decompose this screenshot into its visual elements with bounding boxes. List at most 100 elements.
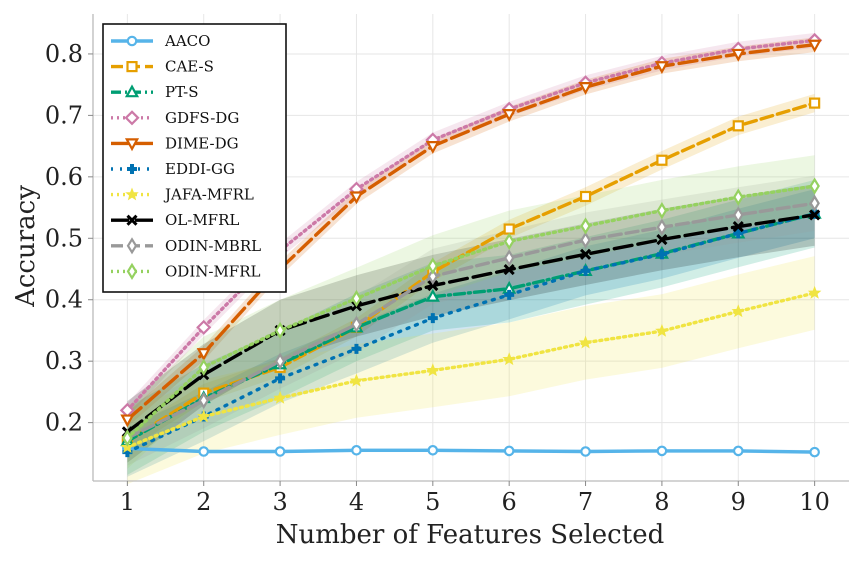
legend-label-odin-mfrl: ODIN-MFRL <box>165 262 261 280</box>
y-axis-label: Accuracy <box>11 185 41 308</box>
legend-item-eddi-gg: EDDI-GG <box>111 160 235 178</box>
point-eddi-gg-6 <box>504 289 515 300</box>
line-odin-mfrl <box>125 184 817 440</box>
band-pt-s <box>127 179 815 475</box>
line-eddi-gg <box>125 211 817 454</box>
legend-item-gdfs-dg: GDFS-DG <box>111 109 239 127</box>
point-dime-dg-10 <box>807 39 822 53</box>
point-jafa-mfrl-7 <box>578 335 593 349</box>
legend-item-odin-mfrl: ODIN-MFRL <box>111 262 261 280</box>
legend-item-cae-s: CAE-S <box>111 58 214 76</box>
point-pt-s-5 <box>425 288 440 302</box>
point-dime-dg-7 <box>578 82 593 95</box>
point-eddi-gg-9 <box>733 228 744 239</box>
y-tick-label-0.2: 0.2 <box>45 409 83 437</box>
point-dime-dg-8 <box>654 61 669 75</box>
legend-label-jafa-mfrl: JAFA-MFRL <box>163 186 254 204</box>
legend-marker-jafa-mfrl <box>125 187 139 201</box>
band-ol-mfrl <box>127 184 815 463</box>
y-tick-label-0.6: 0.6 <box>45 163 83 191</box>
legend-item-jafa-mfrl: JAFA-MFRL <box>111 186 254 204</box>
x-tick-label-1: 1 <box>120 488 135 516</box>
legend-label-gdfs-dg: GDFS-DG <box>165 109 239 127</box>
y-tick-label-0.5: 0.5 <box>45 224 83 252</box>
line-aaco <box>125 446 817 454</box>
point-eddi-gg-4 <box>351 343 362 354</box>
legend-item-odin-mbrl: ODIN-MBRL <box>111 237 261 255</box>
point-dime-dg-5 <box>425 141 440 154</box>
point-eddi-gg-5 <box>427 313 438 324</box>
legend-marker-dime-dg <box>124 138 140 152</box>
x-tick-label-7: 7 <box>578 488 593 516</box>
point-eddi-gg-3 <box>275 373 286 384</box>
point-odin-mbrl-7 <box>580 231 591 249</box>
point-ol-mfrl-5 <box>427 280 439 292</box>
point-odin-mbrl-6 <box>503 249 515 267</box>
legend-label-odin-mbrl: ODIN-MBRL <box>165 237 261 255</box>
point-jafa-mfrl-1 <box>120 440 135 453</box>
point-jafa-mfrl-4 <box>349 373 364 387</box>
point-cae-s-7 <box>579 190 592 203</box>
series-jafa-mfrl <box>120 285 822 453</box>
point-dime-dg-6 <box>502 109 517 122</box>
axes: 1 2 3 4 5 6 7 8 9 10 0.2 0.3 0.4 0.5 0.6 0.7 0.8 <box>45 14 849 516</box>
x-tick-label-9: 9 <box>731 488 746 516</box>
legend-marker-aaco <box>126 35 138 47</box>
y-tick-label-0.4: 0.4 <box>45 286 83 314</box>
point-aaco-2 <box>198 446 210 457</box>
point-ol-mfrl-9 <box>732 221 744 233</box>
point-ol-mfrl-8 <box>656 233 668 246</box>
band-jafa-mfrl <box>127 256 815 485</box>
point-ol-mfrl-6 <box>503 264 515 276</box>
legend-marker-ol-mfrl <box>126 214 138 226</box>
point-eddi-gg-7 <box>580 265 591 276</box>
point-odin-mfrl-7 <box>580 217 591 235</box>
x-tick-label-2: 2 <box>196 488 211 516</box>
point-cae-s-10 <box>809 97 821 109</box>
line-dime-dg <box>125 43 817 422</box>
band-eddi-gg <box>127 189 815 477</box>
point-odin-mfrl-2 <box>198 358 210 376</box>
x-tick-label-3: 3 <box>272 488 287 516</box>
point-aaco-5 <box>427 444 439 456</box>
band-odin-mfrl <box>127 155 815 469</box>
series-odin-mbrl <box>122 194 820 447</box>
point-dime-dg-9 <box>731 48 746 62</box>
point-ol-mfrl-10 <box>809 209 821 221</box>
legend-item-ol-mfrl: OL-MFRL <box>111 211 239 229</box>
point-odin-mfrl-4 <box>351 289 362 308</box>
point-odin-mfrl-5 <box>427 257 439 275</box>
point-jafa-mfrl-3 <box>273 390 287 404</box>
point-odin-mfrl-1 <box>122 429 133 447</box>
y-tick-label-0.3: 0.3 <box>45 347 83 375</box>
point-jafa-mfrl-5 <box>426 363 440 377</box>
point-dime-dg-2 <box>196 348 211 361</box>
point-dime-dg-4 <box>349 191 364 205</box>
legend-marker-odin-mbrl <box>126 237 138 255</box>
point-cae-s-8 <box>656 154 668 166</box>
legend-marker-gdfs-dg <box>124 110 140 126</box>
point-aaco-7 <box>580 446 591 457</box>
line-odin-mbrl <box>125 201 817 440</box>
point-odin-mbrl-5 <box>427 267 439 285</box>
legend-item-pt-s: PT-S <box>111 83 199 101</box>
point-odin-mbrl-3 <box>274 352 286 370</box>
point-aaco-10 <box>809 446 820 458</box>
x-tick-label-5: 5 <box>425 488 440 516</box>
point-aaco-6 <box>503 445 515 457</box>
legend-label-dime-dg: DIME-DG <box>165 134 239 152</box>
band-cae-s <box>127 93 815 451</box>
legend-marker-odin-mfrl <box>126 262 138 280</box>
line-jafa-mfrl <box>125 291 817 449</box>
y-tick-label-0.8: 0.8 <box>45 40 83 68</box>
point-aaco-8 <box>656 445 668 457</box>
point-cae-s-6 <box>503 223 515 235</box>
legend-item-dime-dg: DIME-DG <box>111 134 239 152</box>
point-dime-dg-1 <box>120 414 135 428</box>
series-odin-mfrl <box>122 177 820 447</box>
point-odin-mbrl-2 <box>198 391 210 410</box>
point-odin-mbrl-9 <box>732 206 744 224</box>
point-odin-mfrl-9 <box>732 188 744 206</box>
legend-label-cae-s: CAE-S <box>165 58 214 76</box>
